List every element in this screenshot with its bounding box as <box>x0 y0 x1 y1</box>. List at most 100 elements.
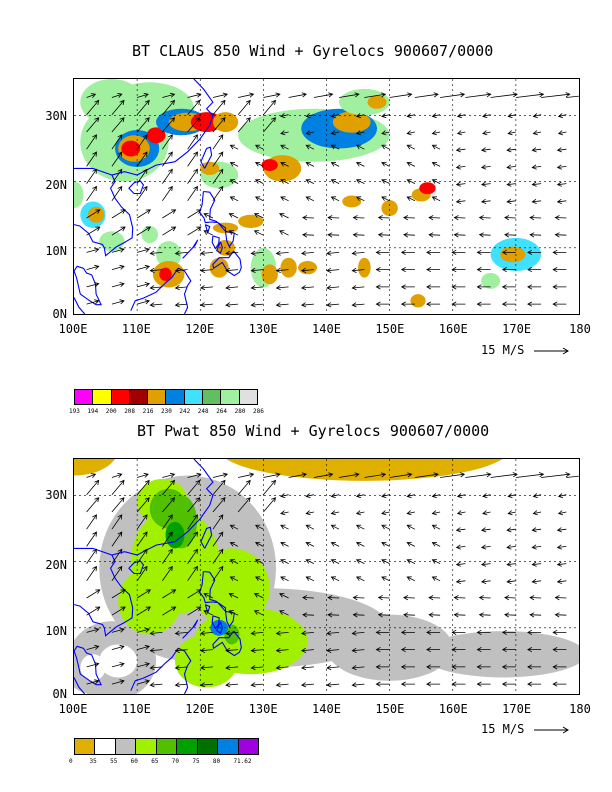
wind-arrow <box>111 548 123 564</box>
wind-arrow <box>478 612 491 618</box>
wind-arrow <box>263 472 281 478</box>
wind-arrow <box>529 215 542 221</box>
wind-arrow <box>86 151 97 167</box>
coastline <box>182 619 199 639</box>
top-wind-vectors <box>86 92 579 308</box>
colorbar-label: 60 <box>130 758 138 765</box>
wind-arrow <box>326 682 340 688</box>
wind-arrow <box>377 215 390 221</box>
wind-arrow <box>330 113 340 119</box>
wind-arrow <box>111 299 125 305</box>
wind-arrow <box>556 198 567 204</box>
top-y-tick-10n: 10N <box>45 244 67 258</box>
wind-arrow <box>225 285 239 291</box>
wind-arrow <box>174 665 188 671</box>
wind-arrow <box>280 576 289 582</box>
wind-arrow <box>305 130 314 136</box>
wind-arrow <box>554 232 567 238</box>
wind-arrow <box>377 232 390 238</box>
wind-arrow <box>111 264 125 270</box>
wind-arrow <box>136 589 152 599</box>
wind-arrow <box>506 561 516 567</box>
wind-arrow <box>406 559 416 564</box>
colorbar-swatch <box>93 390 112 404</box>
wind-arrow <box>225 665 239 671</box>
wind-arrow <box>355 196 365 202</box>
wind-arrow <box>552 249 567 255</box>
wind-arrow <box>431 179 441 184</box>
wind-arrow <box>111 134 123 150</box>
wind-arrow <box>86 531 97 547</box>
wind-arrow <box>330 179 340 184</box>
colorbar-label: 55 <box>110 758 118 765</box>
bottom-field-contour <box>99 644 138 678</box>
wind-arrow <box>527 664 542 670</box>
wind-arrow <box>431 196 441 202</box>
wind-arrow <box>187 168 198 184</box>
wind-arrow <box>326 285 340 291</box>
wind-arrow <box>212 548 224 564</box>
wind-arrow <box>187 606 202 616</box>
wind-arrow <box>250 682 264 688</box>
bottom-x-tick-100e: 100E <box>58 702 88 716</box>
wind-arrow <box>455 147 466 153</box>
wind-arrow <box>136 565 148 582</box>
wind-arrow <box>451 629 466 635</box>
wind-arrow <box>275 250 289 256</box>
wind-arrow <box>501 249 516 255</box>
colorbar-swatch <box>184 390 204 404</box>
wind-arrow <box>86 264 100 270</box>
wind-arrow <box>406 113 415 119</box>
wind-arrow <box>136 185 148 202</box>
wind-arrow <box>237 117 251 133</box>
wind-arrow <box>531 561 542 567</box>
bottom-field-contour <box>118 568 182 635</box>
bottom-field-contour <box>165 521 185 549</box>
wind-arrow <box>305 524 315 530</box>
wind-arrow <box>556 527 567 533</box>
wind-arrow <box>355 179 365 184</box>
wind-arrow <box>456 510 466 516</box>
wind-arrow <box>225 647 239 653</box>
wind-arrow <box>375 664 390 670</box>
wind-arrow <box>111 531 123 547</box>
wind-arrow <box>275 267 289 273</box>
wind-arrow <box>400 267 415 273</box>
wind-arrow <box>253 593 264 599</box>
wind-arrow <box>531 527 542 533</box>
wind-arrow <box>162 134 173 150</box>
wind-arrow <box>480 147 491 153</box>
wind-arrow <box>327 595 340 601</box>
wind-arrow <box>403 612 415 618</box>
wind-arrow <box>313 472 334 478</box>
wind-arrow <box>275 285 289 291</box>
wind-arrow <box>313 92 334 98</box>
wind-arrow <box>527 301 542 307</box>
wind-arrow <box>136 168 148 184</box>
wind-arrow <box>86 282 100 288</box>
wind-arrow <box>199 665 213 671</box>
wind-arrow <box>253 230 264 236</box>
wind-arrow <box>504 232 516 238</box>
wind-arrow <box>507 130 516 136</box>
wind-arrow <box>480 527 491 533</box>
wind-arrow <box>212 134 224 150</box>
wind-arrow <box>476 681 491 687</box>
wind-arrow <box>557 130 567 136</box>
wind-arrow <box>229 524 239 530</box>
wind-arrow <box>86 479 100 495</box>
wind-arrow <box>263 479 277 495</box>
wind-arrow <box>478 215 491 221</box>
wind-arrow <box>532 130 542 136</box>
wind-arrow <box>187 589 202 599</box>
wind-arrow <box>355 576 365 582</box>
wind-arrow <box>136 282 151 288</box>
wind-arrow <box>501 664 516 670</box>
top-x-tick-130e: 130E <box>248 322 278 336</box>
wind-arrow <box>381 559 390 564</box>
wind-arrow <box>86 93 97 98</box>
wind-arrow <box>149 267 163 273</box>
top-map-canvas <box>74 79 579 314</box>
wind-arrow <box>381 493 390 499</box>
wind-arrow <box>326 630 340 636</box>
